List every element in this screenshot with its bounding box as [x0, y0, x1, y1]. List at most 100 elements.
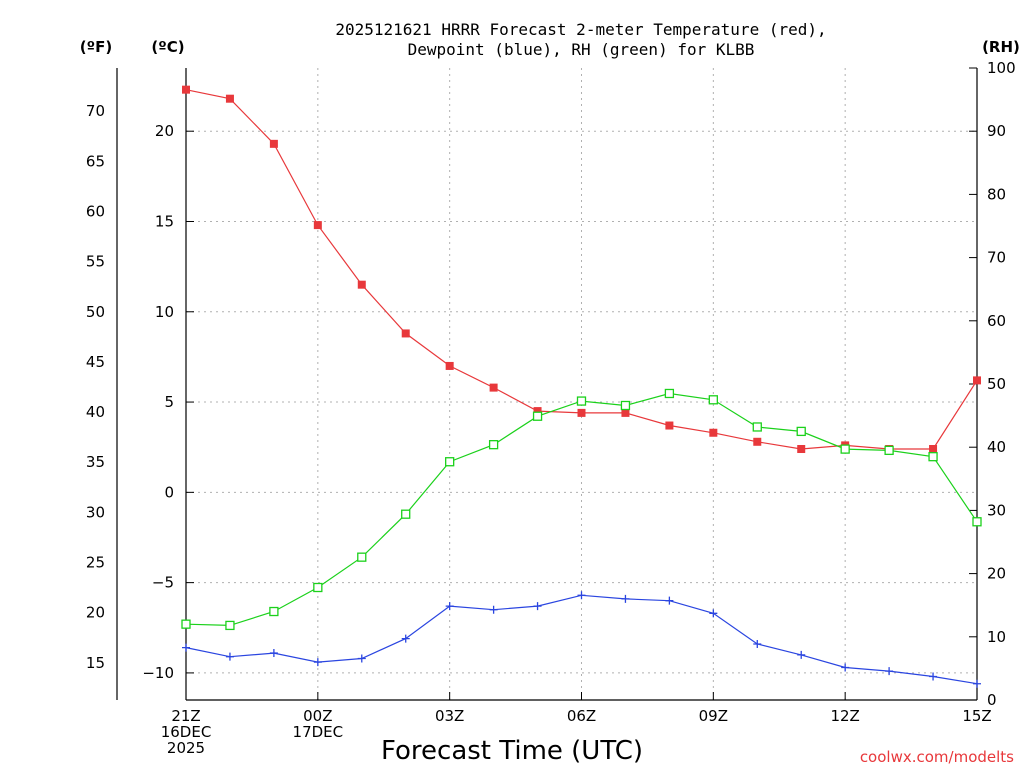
axes: −10 −5 0 5 10 15 20 0 10 20 30 40 50 60 70 80 90 100 15 20 2… [86, 59, 1016, 709]
x-tick-label: 15Z [962, 707, 991, 725]
celsius-tick-label: 0 [164, 483, 174, 501]
2-meter-temperature-point [225, 94, 234, 103]
dewpoint-point [269, 649, 278, 658]
2-meter-temperature-point [182, 85, 190, 94]
rh-point [840, 444, 850, 454]
2-meter-temperature-line [185, 89, 978, 450]
fahrenheit-tick-label: 30 [86, 503, 105, 521]
2-meter-temperature-point [753, 437, 762, 446]
rh-point [225, 620, 235, 631]
rh-point [269, 606, 279, 617]
rh-tick-label: 100 [987, 59, 1016, 77]
rh-point [576, 396, 587, 406]
rh-point [972, 517, 982, 527]
dewpoint-series [182, 591, 981, 688]
dewpoint-point [225, 652, 234, 661]
dewpoint-point [885, 667, 894, 676]
rh-tick-label: 80 [987, 185, 1006, 203]
rh-tick-label: 60 [987, 312, 1006, 330]
series-layer [181, 85, 982, 688]
rh-series [181, 388, 982, 631]
rh-point [884, 445, 894, 456]
rh-point [708, 395, 718, 405]
rh-tick-label: 40 [987, 438, 1006, 456]
x-tick-label: 21Z [171, 707, 200, 725]
rh-point [401, 509, 411, 519]
rh-tick-label: 20 [987, 565, 1006, 583]
celsius-tick-label: −10 [142, 664, 174, 682]
chart-title-line-1: 2025121621 HRRR Forecast 2-meter Tempera… [335, 20, 826, 39]
2-meter-temperature-point [445, 361, 454, 370]
rh-point [445, 457, 455, 467]
rh-point [664, 388, 675, 399]
rh-point [532, 411, 543, 421]
dewpoint-point [401, 634, 410, 643]
dewpoint-point [841, 663, 850, 672]
celsius-tick-label: 20 [155, 122, 174, 140]
dewpoint-point [797, 650, 806, 659]
fahrenheit-tick-label: 35 [86, 453, 105, 471]
2-meter-temperature-point [929, 445, 938, 454]
dewpoint-point [621, 594, 630, 603]
dewpoint-point [665, 596, 674, 605]
rh-point [620, 400, 631, 411]
dewpoint-point [445, 602, 454, 611]
fahrenheit-tick-label: 20 [86, 604, 105, 622]
2-meter-temperature-point [533, 407, 542, 416]
fahrenheit-tick-label: 60 [86, 202, 105, 220]
rh-axis-label: (RH) [982, 38, 1020, 56]
2-meter-temperature-point [577, 408, 586, 417]
fahrenheit-tick-label: 15 [86, 654, 105, 672]
celsius-tick-label: −5 [152, 574, 174, 592]
2-meter-temperature-point [709, 428, 718, 437]
x-tick-label: 16DEC [161, 723, 212, 741]
x-tick-label: 09Z [699, 707, 728, 725]
celsius-tick-label: 15 [155, 212, 174, 230]
fahrenheit-axis-label: (ºF) [80, 38, 112, 56]
dewpoint-point [973, 679, 981, 688]
rh-tick-label: 70 [987, 249, 1006, 267]
rh-point [181, 619, 191, 629]
rh-point [313, 582, 323, 593]
x-tick-label: 00Z [303, 707, 332, 725]
2-meter-temperature-point [665, 421, 674, 430]
2-meter-temperature-point [797, 445, 806, 454]
rh-point [357, 552, 367, 562]
fahrenheit-tick-label: 55 [86, 253, 105, 271]
x-tick-label: 06Z [567, 707, 596, 725]
credit-text: coolwx.com/modelts [860, 748, 1014, 766]
celsius-tick-label: 5 [164, 393, 174, 411]
dewpoint-point [489, 605, 498, 614]
rh-point [796, 426, 806, 437]
rh-tick-label: 10 [987, 628, 1006, 646]
2-meter-temperature-point [269, 139, 278, 148]
grid-lines [186, 68, 977, 700]
chart-title-line-2: Dewpoint (blue), RH (green) for KLBB [408, 40, 755, 59]
fahrenheit-tick-label: 25 [86, 554, 105, 572]
rh-tick-label: 30 [987, 501, 1006, 519]
fahrenheit-tick-label: 45 [86, 353, 105, 371]
2-meter-temperature-point [357, 280, 366, 289]
fahrenheit-tick-label: 70 [86, 102, 105, 120]
celsius-tick-label: 10 [155, 303, 174, 321]
2-meter-temperature-point [621, 408, 630, 417]
rh-point [928, 452, 938, 462]
dewpoint-point [357, 654, 366, 663]
dewpoint-point [313, 658, 322, 667]
x-tick-label: 17DEC [293, 723, 344, 741]
rh-point [488, 440, 499, 450]
dewpoint-point [533, 602, 542, 611]
x-axis-title: Forecast Time (UTC) [381, 736, 643, 766]
2-meter-temperature-point [401, 329, 410, 338]
rh-tick-label: 0 [987, 691, 997, 709]
rh-tick-label: 50 [987, 375, 1006, 393]
2-meter-temperature-point [489, 383, 498, 392]
celsius-axis-label: (ºC) [151, 38, 184, 56]
x-tick-label: 03Z [435, 707, 464, 725]
dewpoint-point [929, 672, 938, 681]
rh-point [752, 422, 762, 432]
2-meter-temperature-point [313, 221, 322, 230]
dewpoint-point [753, 640, 762, 649]
